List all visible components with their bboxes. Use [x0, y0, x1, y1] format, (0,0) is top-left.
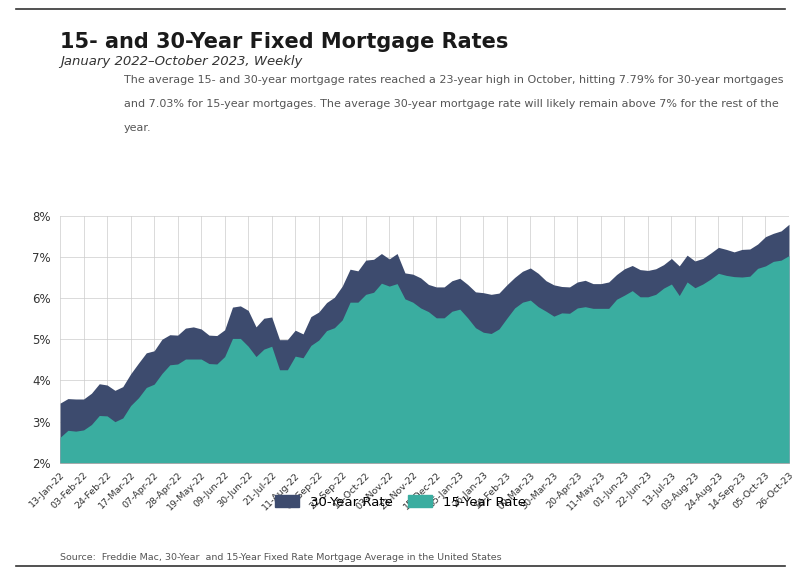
Text: 15- and 30-Year Fixed Mortgage Rates: 15- and 30-Year Fixed Mortgage Rates — [60, 32, 509, 52]
Text: January 2022–October 2023, Weekly: January 2022–October 2023, Weekly — [60, 55, 303, 68]
Text: and 7.03% for 15-year mortgages. The average 30-year mortgage rate will likely r: and 7.03% for 15-year mortgages. The ave… — [124, 99, 779, 109]
Legend: 30-Year Rate, 15-Year Rate: 30-Year Rate, 15-Year Rate — [270, 489, 531, 514]
Text: year.: year. — [124, 123, 151, 133]
Text: The average 15- and 30-year mortgage rates reached a 23-year high in October, hi: The average 15- and 30-year mortgage rat… — [124, 75, 783, 85]
Text: Source:  Freddie Mac, 30-Year  and 15-Year Fixed Rate Mortgage Average in the Un: Source: Freddie Mac, 30-Year and 15-Year… — [60, 553, 501, 562]
